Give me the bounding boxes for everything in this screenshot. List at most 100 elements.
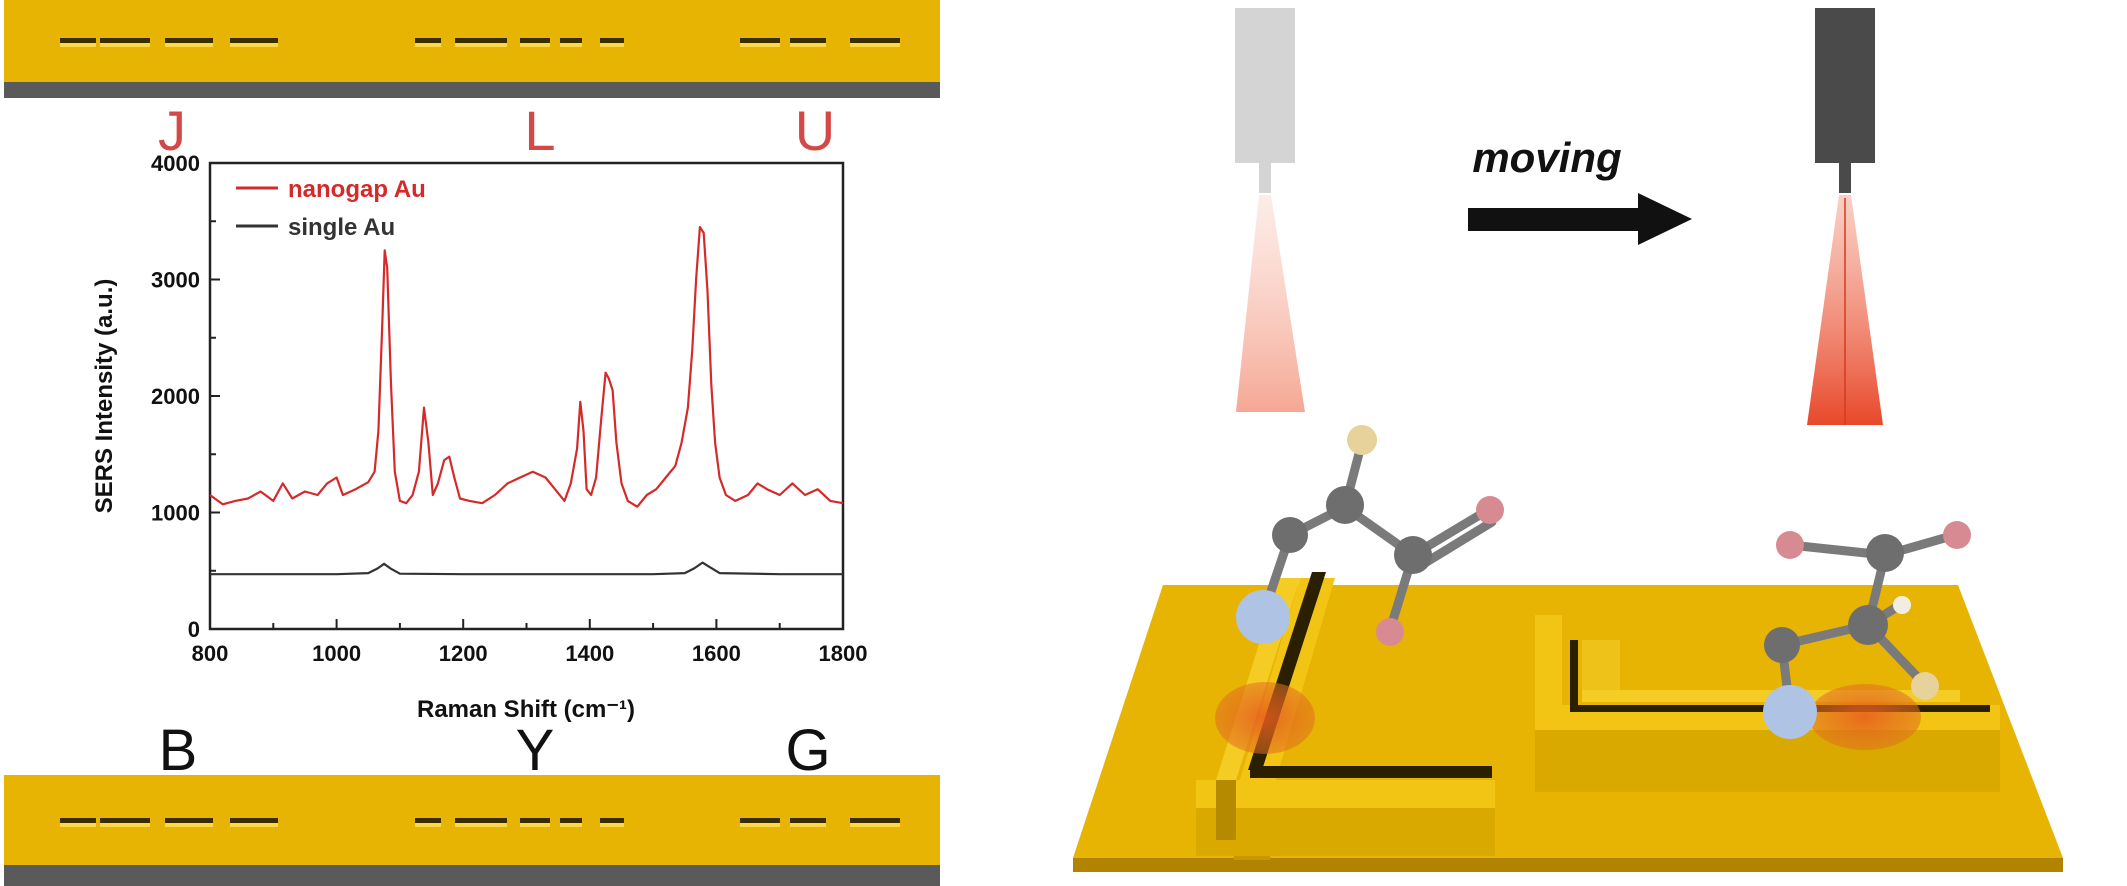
nanogap-mark-highlight [230, 823, 278, 827]
left-atom-o1 [1476, 496, 1504, 524]
bottom-letter-b: B [159, 718, 198, 783]
nanogap-mark [520, 818, 550, 823]
nanogap-mark-highlight [60, 823, 96, 827]
top-letter-u: U [795, 99, 835, 162]
bottom-nanogap-marks [60, 818, 900, 827]
right-molecule-atoms [1763, 521, 1971, 739]
legend-label-single: single Au [288, 214, 395, 241]
nanogap-mark [790, 38, 826, 43]
probe-end [1807, 8, 1883, 425]
nanogap-mark [165, 38, 213, 43]
y-tick-label-3000: 3000 [151, 268, 200, 293]
nanogap-mark [415, 38, 441, 43]
nanogap-mark-highlight [415, 43, 441, 47]
nanogap-mark-highlight [100, 823, 150, 827]
nanogap-mark-highlight [560, 43, 582, 47]
nanogap-mark-highlight [165, 43, 213, 47]
x-tick-label-1000: 1000 [312, 641, 361, 666]
nanogap-mark [560, 38, 582, 43]
top-letter-j: J [158, 99, 186, 162]
right-atom-o1 [1776, 531, 1804, 559]
moving-label: moving [1472, 134, 1621, 181]
right-l-structure [1535, 615, 2000, 792]
y-tick-label-0: 0 [188, 617, 200, 642]
nanogap-mark [415, 818, 441, 823]
laser-beam-faint [1236, 195, 1305, 412]
left-bond-5b [1415, 517, 1497, 571]
top-substrate-strip [4, 0, 940, 98]
x-tick-label-1600: 1600 [692, 641, 741, 666]
nanogap-mark [790, 818, 826, 823]
nanogap-mark-highlight [850, 823, 900, 827]
moving-arrow: moving [1468, 134, 1692, 245]
nanogap-mark-highlight [480, 823, 504, 827]
nanogap-mark-highlight [790, 43, 826, 47]
top-nanogap-marks [60, 38, 900, 47]
y-axis-label: SERS Intensity (a.u.) [91, 279, 118, 514]
left-hotspot [1215, 682, 1315, 754]
nanogap-mark-highlight [560, 823, 582, 827]
nanogap-mark [850, 38, 900, 43]
arrow-shaft [1468, 208, 1643, 231]
left-atom-h [1347, 425, 1377, 455]
nanogap-mark [740, 38, 780, 43]
arrow-head [1638, 193, 1692, 245]
nanogap-mark [560, 818, 582, 823]
sers-spectrum-chart: 0 1000 2000 3000 4000 800 1000 1200 1400 1600 180… [91, 151, 867, 723]
series-line-nanogap-au [209, 226, 844, 508]
right-atom-s [1763, 685, 1817, 739]
x-tick-label-1200: 1200 [439, 641, 488, 666]
left-atom-c2 [1326, 486, 1364, 524]
nanogap-mark-highlight [480, 43, 504, 47]
series-lines [209, 226, 844, 576]
left-l-outer-horizontal-front [1196, 808, 1495, 856]
plate-front [1073, 858, 2063, 872]
nanogap-mark [740, 818, 780, 823]
nanogap-mark [60, 818, 96, 823]
nanogap-mark [600, 38, 624, 43]
nanogap-mark-highlight [600, 823, 624, 827]
nanogap-mark-highlight [165, 823, 213, 827]
nanogap-mark [100, 818, 150, 823]
nanogap-mark-highlight [600, 43, 624, 47]
y-tick-label-4000: 4000 [151, 151, 200, 176]
y-tick-label-1000: 1000 [151, 501, 200, 526]
nanogap-mark-highlight [850, 43, 900, 47]
nanogap-mark-highlight [740, 43, 780, 47]
nanogap-mark-highlight [790, 823, 826, 827]
nanogap-mark-highlight [415, 823, 441, 827]
x-tick-label-1400: 1400 [565, 641, 614, 666]
x-axis-label: Raman Shift (cm⁻¹) [417, 696, 635, 723]
right-atom-c2 [1848, 605, 1888, 645]
x-axis-ticks: 800 1000 1200 1400 1600 1800 [192, 619, 867, 666]
left-l-wall-side [1216, 780, 1236, 840]
top-letter-l: L [524, 99, 555, 162]
nanogap-mark-highlight [520, 823, 550, 827]
nanogap-mark-highlight [100, 43, 150, 47]
left-atom-c3 [1394, 536, 1432, 574]
nanogap-mark [480, 818, 504, 823]
right-atom-c3 [1764, 627, 1800, 663]
right-atom-h-small [1893, 596, 1911, 614]
series-line-single-au [210, 561, 843, 576]
right-atom-c1 [1866, 534, 1904, 572]
left-l-inner-horizontal [1250, 766, 1492, 778]
right-l-vertical-top [1535, 615, 1562, 725]
x-tick-label-800: 800 [192, 641, 229, 666]
nanogap-mark [230, 818, 278, 823]
right-l-horizontal-front [1535, 730, 2000, 792]
bottom-letter-y: Y [516, 718, 555, 783]
left-l-outer-horizontal-top [1196, 780, 1495, 808]
probe-end-tip [1839, 163, 1851, 193]
right-atom-o2 [1943, 521, 1971, 549]
left-atom-s [1236, 590, 1290, 644]
nanogap-mark [165, 818, 213, 823]
right-l-inner-wall [1582, 640, 1620, 700]
bottom-letter-g: G [785, 718, 830, 783]
nanogap-mark-highlight [230, 43, 278, 47]
nanogap-mark [60, 38, 96, 43]
nanogap-mark [520, 38, 550, 43]
left-atom-c1 [1272, 517, 1308, 553]
nanogap-mark-highlight [60, 43, 96, 47]
